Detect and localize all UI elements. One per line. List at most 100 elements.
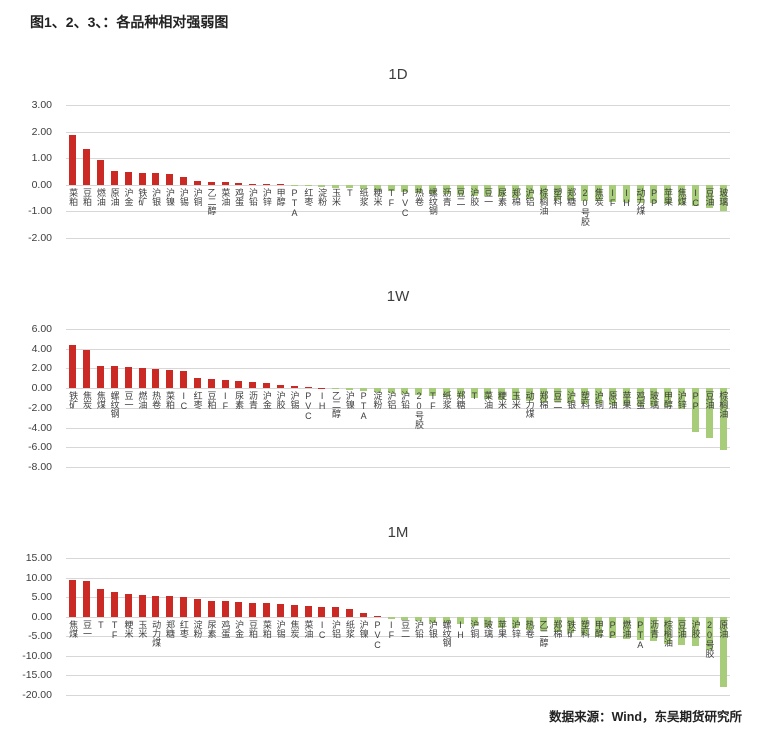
x-axis-label: 甲醇 [663, 391, 674, 410]
bar [263, 383, 271, 389]
x-axis-label: 菜粕 [68, 187, 79, 206]
bar [705, 184, 713, 209]
bar [152, 173, 160, 185]
bar [359, 388, 367, 392]
bar [525, 388, 533, 402]
bar [512, 616, 520, 629]
x-axis-label: 原油 [718, 619, 729, 638]
x-axis-label: 玻璃 [483, 619, 494, 638]
x-axis-label: 豆粕 [248, 619, 259, 638]
bar [691, 616, 699, 647]
x-axis-label: 原油 [109, 187, 120, 206]
bar [442, 616, 450, 624]
x-axis-label: IF [220, 391, 231, 412]
bar [498, 616, 506, 628]
bar [470, 388, 478, 399]
bar [595, 184, 603, 202]
bar [332, 184, 340, 188]
page-title: 图1、2、3、：各品种相对强弱图 [30, 14, 229, 30]
x-axis-label: 豆二 [455, 187, 466, 206]
bar [166, 370, 174, 389]
bar [373, 388, 381, 393]
x-axis-label: 沪铅 [414, 619, 425, 638]
y-tick-label: -5.00 [28, 630, 52, 643]
bar [263, 603, 271, 617]
x-axis-label: 粳米 [123, 619, 134, 638]
bar [691, 388, 699, 433]
bar [705, 388, 713, 439]
x-axis-label: 燃油 [95, 187, 106, 206]
bar [539, 184, 547, 200]
bar [678, 184, 686, 205]
bar [429, 184, 437, 194]
bar [581, 616, 589, 636]
x-axis-label: 淀粉 [192, 619, 203, 638]
bar [512, 184, 520, 199]
bar [608, 616, 616, 638]
bar [332, 606, 340, 617]
x-axis-label: 红枣 [192, 391, 203, 410]
bar [235, 602, 243, 617]
x-axis-label: 沪铅 [248, 187, 259, 206]
bar [110, 171, 118, 185]
x-axis-label: 沪铅 [400, 391, 411, 410]
gridline [66, 407, 730, 409]
x-axis-label: 粳米 [497, 391, 508, 410]
gridline [66, 348, 730, 350]
x-axis-label: 纸浆 [441, 391, 452, 410]
bar [346, 609, 354, 617]
bar [373, 616, 381, 618]
bar [83, 148, 91, 185]
bar [553, 388, 561, 403]
bar [207, 601, 215, 617]
bar [249, 602, 257, 617]
x-axis-label: 棕榈油 [718, 391, 729, 419]
x-axis-label: 菜粕 [165, 391, 176, 410]
gridline [66, 655, 730, 657]
x-axis-label: PVC [372, 619, 383, 650]
bar [664, 184, 672, 205]
bar [636, 388, 644, 406]
x-axis-label: 沪胶 [469, 187, 480, 206]
x-axis-label: 沪胶 [690, 619, 701, 638]
bar [110, 366, 118, 389]
bar [401, 388, 409, 395]
bar [470, 616, 478, 626]
x-axis-label: 沪银 [427, 619, 438, 638]
x-axis-label: 沪铜 [593, 391, 604, 410]
x-axis-label: 塑料 [580, 619, 591, 638]
x-axis-label: 棕榈油 [538, 187, 549, 215]
y-tick-label: 0.00 [31, 178, 52, 191]
bar [401, 616, 409, 620]
bar [498, 388, 506, 400]
bar [622, 184, 630, 203]
gridline [66, 577, 730, 579]
bar [193, 598, 201, 617]
x-axis-label: TF [386, 187, 397, 208]
x-axis-label: PVC [400, 187, 411, 218]
x-axis-label: 豆一 [123, 391, 134, 410]
x-axis-label: IH [621, 187, 632, 208]
y-tick-label: 4.00 [31, 342, 52, 355]
bar [318, 606, 326, 617]
gridline [66, 158, 730, 160]
x-axis-label: IC [178, 391, 189, 412]
chart-1m-title: 1M [387, 524, 409, 541]
bar [346, 184, 354, 189]
x-axis-label: 沥青 [649, 619, 660, 638]
x-axis-label: IH [455, 619, 466, 640]
x-axis-label: 螺纹钢 [441, 619, 452, 647]
bar [484, 616, 492, 627]
bar [83, 349, 91, 389]
gridline [66, 329, 730, 330]
x-axis-label: 沥青 [441, 187, 452, 206]
bar [512, 388, 520, 401]
gridline [66, 695, 730, 696]
bar [608, 184, 616, 202]
x-axis-label: 塑料 [580, 391, 591, 410]
x-axis-label: T [344, 187, 355, 198]
bar [166, 596, 174, 617]
bar [525, 616, 533, 630]
x-axis-label: 豆油 [704, 187, 715, 206]
bar [110, 592, 118, 617]
